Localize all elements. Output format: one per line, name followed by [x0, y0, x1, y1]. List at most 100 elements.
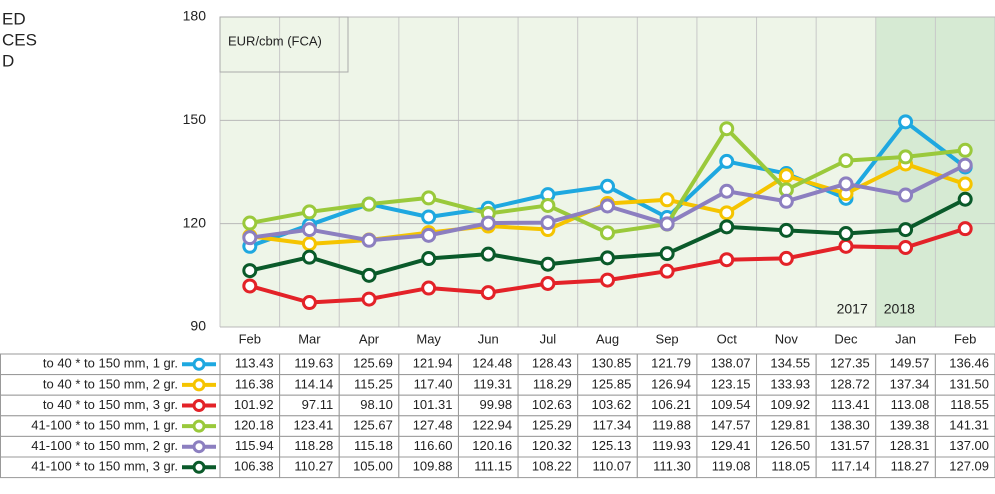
- table-value: 118.29: [533, 376, 572, 391]
- point: [242, 263, 258, 279]
- table-value: 97.11: [302, 397, 334, 412]
- table-value: 116.60: [414, 438, 453, 453]
- x-tick-label: Jan: [895, 331, 916, 346]
- table-value: 118.27: [891, 459, 930, 474]
- legend-label: 41-100 * to 150 mm, 3 gr.: [31, 459, 178, 474]
- x-tick-label: Feb: [954, 331, 976, 346]
- point: [242, 215, 258, 231]
- point: [719, 252, 735, 268]
- table-value: 138.30: [830, 418, 870, 433]
- point: [838, 176, 854, 192]
- legend-label: to 40 * to 150 mm, 1 gr.: [43, 356, 178, 371]
- table-value: 127.48: [413, 418, 453, 433]
- table-value: 101.31: [413, 397, 453, 412]
- table-value: 128.72: [830, 376, 870, 391]
- table-value: 109.92: [770, 397, 810, 412]
- legend-marker: [192, 460, 206, 474]
- table-value: 127.35: [830, 356, 870, 371]
- table-value: 117.14: [831, 459, 870, 474]
- point: [659, 263, 675, 279]
- point: [480, 285, 496, 301]
- point: [421, 227, 437, 243]
- point: [301, 249, 317, 265]
- legend-marker: [192, 378, 206, 392]
- table-value: 118.55: [950, 397, 989, 412]
- point: [421, 251, 437, 267]
- unit-box: [219, 16, 349, 73]
- point: [301, 236, 317, 252]
- point: [659, 192, 675, 208]
- table-value: 130.85: [592, 356, 632, 371]
- table-value: 118.28: [294, 438, 333, 453]
- table-value: 121.94: [413, 356, 453, 371]
- point: [361, 196, 377, 212]
- table-value: 117.34: [593, 418, 632, 433]
- point: [957, 142, 973, 158]
- table-value: 114.14: [294, 376, 333, 391]
- point: [838, 238, 854, 254]
- point: [600, 225, 615, 241]
- table-value: 121.79: [651, 356, 691, 371]
- point: [778, 193, 794, 209]
- table-value: 123.41: [293, 418, 333, 433]
- point: [778, 250, 794, 266]
- table-value: 118.05: [771, 459, 810, 474]
- point: [838, 226, 854, 242]
- table-value: 124.48: [472, 356, 512, 371]
- table-value: 137.34: [890, 376, 930, 391]
- title-line: ED: [2, 9, 26, 28]
- table-value: 123.15: [711, 376, 751, 391]
- table-value: 119.93: [652, 438, 691, 453]
- point: [719, 121, 735, 137]
- table-value: 102.63: [532, 397, 572, 412]
- legend-label: to 40 * to 150 mm, 2 gr.: [43, 376, 178, 391]
- legend-marker: [192, 357, 206, 371]
- table-value: 126.94: [651, 376, 691, 391]
- table-value: 111.15: [474, 459, 512, 474]
- table-value: 129.41: [711, 438, 751, 453]
- table-value: 110.27: [294, 459, 333, 474]
- point: [719, 153, 735, 169]
- table-value: 125.29: [532, 418, 572, 433]
- point: [898, 149, 914, 165]
- table-value: 119.08: [712, 459, 751, 474]
- table-value: 119.63: [294, 356, 333, 371]
- point: [719, 205, 735, 221]
- table-value: 110.07: [593, 459, 632, 474]
- y-tick-label: 90: [190, 318, 206, 334]
- point: [719, 219, 735, 235]
- x-tick-label: Nov: [775, 331, 799, 346]
- table-value: 113.43: [235, 356, 274, 371]
- point: [957, 176, 973, 192]
- point: [540, 256, 556, 272]
- table-value: 98.10: [360, 397, 393, 412]
- table-value: 125.85: [592, 376, 632, 391]
- title-line: CES: [2, 30, 37, 49]
- x-tick-label: Mar: [298, 331, 321, 346]
- table-value: 101.92: [234, 397, 274, 412]
- table-value: 115.18: [354, 438, 393, 453]
- table-value: 111.30: [653, 459, 691, 474]
- table-value: 133.93: [770, 376, 810, 391]
- point: [898, 222, 914, 238]
- point: [421, 280, 437, 296]
- point: [778, 222, 794, 238]
- table-value: 106.21: [651, 397, 691, 412]
- point: [719, 183, 735, 199]
- table-value: 120.16: [472, 438, 512, 453]
- point: [480, 215, 496, 231]
- point: [659, 216, 675, 232]
- legend-label: 41-100 * to 150 mm, 2 gr.: [31, 438, 178, 453]
- table-value: 136.46: [949, 356, 989, 371]
- table-value: 131.50: [949, 376, 989, 391]
- point: [659, 246, 675, 262]
- point: [957, 191, 973, 207]
- x-tick-label: Dec: [834, 331, 858, 346]
- table-value: 115.25: [354, 376, 393, 391]
- point: [480, 246, 496, 262]
- table-value: 120.18: [234, 418, 274, 433]
- point: [361, 291, 377, 307]
- point: [898, 187, 914, 203]
- table-value: 108.22: [532, 459, 572, 474]
